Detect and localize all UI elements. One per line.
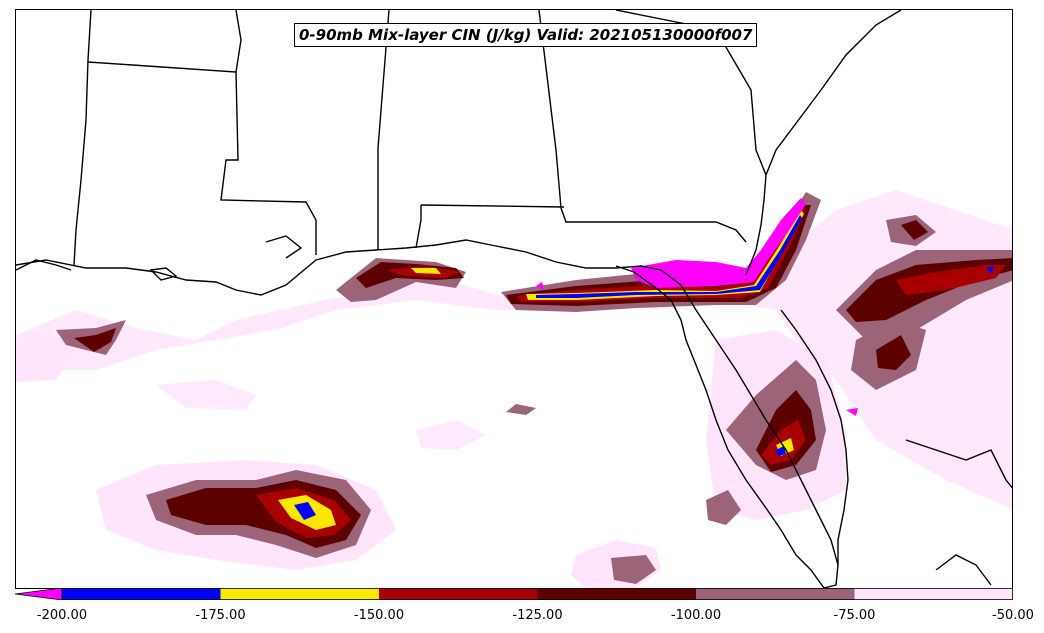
- colorbar-tick-label: -175.00: [195, 608, 246, 623]
- colorbar-bin: [379, 588, 538, 600]
- colorbar-tick-label: -125.00: [512, 608, 563, 623]
- cin-field-blue: [294, 215, 994, 520]
- colorbar-tick-label: -150.00: [353, 608, 405, 623]
- colorbar-tick-label: -50.00: [992, 608, 1034, 623]
- colorbar-bin: [696, 588, 855, 600]
- colorbar-border: [61, 588, 1013, 600]
- colorbar-bin: [537, 588, 696, 600]
- map-title: 0-90mb Mix-layer CIN (J/kg) Valid: 20210…: [294, 23, 758, 47]
- colorbar-bin: [220, 588, 379, 600]
- map-panel: 0-90mb Mix-layer CIN (J/kg) Valid: 20210…: [15, 9, 1013, 589]
- colorbar-extend-triangle: [15, 588, 63, 600]
- colorbar: [15, 588, 1013, 600]
- colorbar-bin: [854, 588, 1013, 600]
- colorbar-bin: [62, 588, 221, 600]
- map-canvas: [16, 10, 1012, 588]
- coastlines-and-borders: [16, 10, 1012, 588]
- colorbar-tick-label: -100.00: [670, 608, 722, 623]
- colorbar-tick-label: -75.00: [833, 608, 876, 623]
- colorbar-tick-label: -200.00: [36, 608, 88, 623]
- cin-field-magenta: [536, 198, 858, 416]
